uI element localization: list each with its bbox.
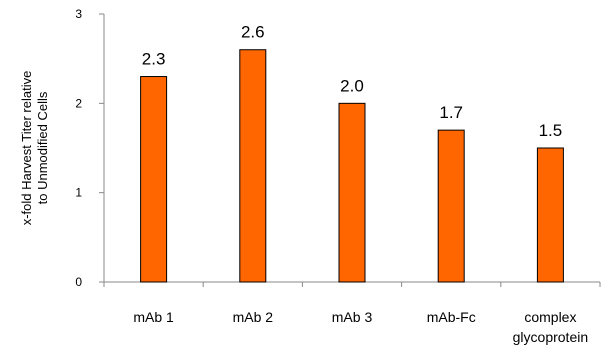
data-label: 2.3 <box>142 50 166 69</box>
category-label-line: glycoprotein <box>513 329 589 345</box>
category-label: mAb 1 <box>133 309 174 325</box>
category-label: mAb 3 <box>332 309 373 325</box>
data-label: 2.6 <box>241 23 265 42</box>
y-axis-label: x-fold Harvest Titer relativeto Unmodifi… <box>19 71 50 226</box>
y-axis-label-line: to Unmodified Cells <box>35 91 50 204</box>
category-label-line: complex <box>524 309 576 325</box>
y-tick-label: 0 <box>75 275 82 289</box>
bar <box>338 102 366 283</box>
category-label: mAb 2 <box>233 309 274 325</box>
y-tick-label: 2 <box>75 96 82 110</box>
category-label-line: mAb-Fc <box>427 309 476 325</box>
y-tick-label: 1 <box>75 186 82 200</box>
bars <box>140 49 564 283</box>
category-label: complex glycoprotein <box>513 309 589 345</box>
data-label: 2.0 <box>340 76 364 95</box>
data-label: 1.5 <box>539 121 563 140</box>
category-label-line: mAb 2 <box>233 309 274 325</box>
bar <box>536 147 564 283</box>
data-labels: 2.3 2.6 2.0 1.7 1.5 <box>142 23 562 140</box>
y-ticks: 0 1 2 3 <box>75 7 104 289</box>
y-axis-title: x-fold Harvest Titer relativeto Unmodifi… <box>19 71 50 226</box>
y-axis-label-line: x-fold Harvest Titer relative <box>19 71 34 226</box>
category-label: mAb-Fc <box>427 309 476 325</box>
bar <box>239 49 267 283</box>
bar <box>437 129 465 283</box>
y-tick-label: 3 <box>75 7 82 21</box>
x-labels: mAb 1 mAb 2 mAb 3 mAb-Fc complex glycoprotein <box>133 309 588 345</box>
bar <box>140 76 168 283</box>
data-label: 1.7 <box>439 103 463 122</box>
category-label-line: mAb 1 <box>133 309 174 325</box>
category-label-line: mAb 3 <box>332 309 373 325</box>
